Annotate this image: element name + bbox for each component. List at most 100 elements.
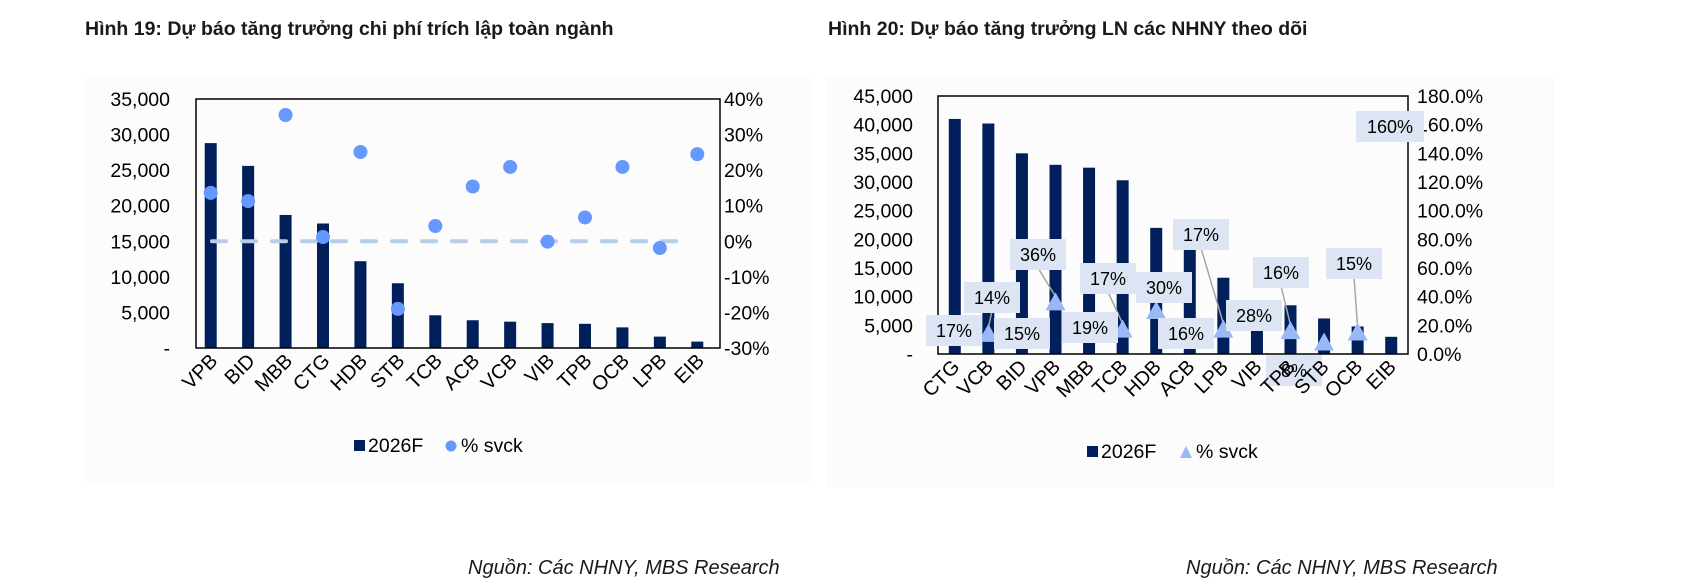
- data-label: 17%: [1183, 225, 1219, 245]
- data-label-box: [1173, 219, 1229, 250]
- category-label: CTG: [289, 350, 334, 395]
- growth-triangle: [1045, 292, 1066, 311]
- bar-2026f: [541, 323, 554, 348]
- data-label: 28%: [1236, 306, 1272, 326]
- growth-dot: [390, 301, 405, 316]
- legend-dot-label: % svck: [461, 435, 523, 457]
- left-axis-tick: 20,000: [853, 229, 913, 251]
- right-axis-tick: 140.0%: [1417, 143, 1483, 165]
- growth-dot: [690, 147, 705, 162]
- legend-dot-swatch: [445, 440, 457, 452]
- category-label: OCB: [1321, 356, 1367, 402]
- data-label: 30%: [1146, 278, 1182, 298]
- category-label: VIB: [521, 350, 559, 388]
- right-axis-tick: 80.0%: [1417, 229, 1472, 251]
- right-axis-tick: 160.0%: [1417, 115, 1483, 137]
- bar-2026f: [982, 123, 995, 355]
- legend-bar-label: 2026F: [368, 435, 423, 457]
- figure-19-title: Hình 19: Dự báo tăng trưởng chi phí tríc…: [85, 18, 614, 40]
- left-axis-tick: 10,000: [110, 267, 170, 289]
- leader-line: [1200, 247, 1225, 324]
- legend-triangle-label: % svck: [1196, 441, 1258, 463]
- category-label: VCB: [953, 356, 998, 401]
- category-label: MBB: [251, 350, 297, 396]
- data-label: 14%: [974, 288, 1010, 308]
- right-axis-tick: 60.0%: [1417, 258, 1472, 280]
- category-label: TCB: [1088, 356, 1132, 400]
- figure-20-source: Nguồn: Các NHNY, MBS Research: [1186, 557, 1498, 579]
- right-axis-tick: -30%: [724, 338, 770, 360]
- leader-line: [1353, 276, 1359, 327]
- growth-triangle: [1280, 321, 1301, 340]
- left-axis-tick: 10,000: [853, 287, 913, 309]
- right-axis-tick: 40%: [724, 89, 763, 111]
- bar-2026f: [653, 336, 666, 348]
- right-axis-tick: 0.0%: [1417, 344, 1461, 366]
- leader-line: [1037, 267, 1057, 297]
- left-axis-tick: 35,000: [853, 143, 913, 165]
- left-axis-tick: 25,000: [853, 201, 913, 223]
- data-label: 16%: [1263, 263, 1299, 283]
- bar-2026f: [691, 341, 704, 348]
- right-axis-tick: 100.0%: [1417, 201, 1483, 223]
- growth-dot: [203, 185, 218, 200]
- data-label-box: [926, 315, 982, 346]
- bar-2026f: [504, 321, 517, 348]
- category-label: HDB: [327, 350, 372, 395]
- left-axis-tick: 15,000: [853, 258, 913, 280]
- left-axis-tick: 5,000: [864, 315, 913, 337]
- category-label: EIB: [1362, 356, 1400, 394]
- bar-2026f: [279, 214, 292, 348]
- category-label: EIB: [670, 350, 708, 388]
- data-label-box: [1158, 318, 1214, 349]
- data-label-box: [1253, 257, 1309, 288]
- legend-bar-swatch: [354, 440, 365, 451]
- data-label-box: [1266, 355, 1322, 386]
- right-axis-tick: 30%: [724, 125, 763, 147]
- left-axis-tick: 20,000: [110, 196, 170, 218]
- growth-triangle: [1347, 322, 1368, 341]
- growth-dot: [278, 108, 293, 123]
- data-label-box: [1136, 272, 1192, 303]
- right-axis-tick: 120.0%: [1417, 172, 1483, 194]
- data-label: 36%: [1020, 245, 1056, 265]
- right-axis-tick: -20%: [724, 302, 770, 324]
- data-label-box: [1326, 248, 1382, 279]
- growth-dot: [615, 159, 630, 174]
- data-label: 8%: [1281, 361, 1307, 381]
- right-axis-tick: 10%: [724, 196, 763, 218]
- data-label: 15%: [1336, 254, 1372, 274]
- right-axis-tick: 40.0%: [1417, 287, 1472, 309]
- category-label: LPB: [629, 350, 671, 392]
- category-label: ACB: [440, 350, 485, 395]
- figure-19-source: Nguồn: Các NHNY, MBS Research: [468, 557, 780, 579]
- data-label-box: [1080, 263, 1136, 294]
- left-axis-tick: 30,000: [853, 172, 913, 194]
- category-label: STB: [366, 350, 409, 393]
- bar-2026f: [1083, 167, 1096, 354]
- legend-triangle-swatch: [1180, 446, 1192, 458]
- data-label: 160%: [1367, 117, 1413, 137]
- bar-2026f: [948, 118, 961, 354]
- bar-2026f: [204, 143, 217, 348]
- data-label: 17%: [936, 321, 972, 341]
- data-label: 16%: [1168, 324, 1204, 344]
- figure-20-title: Hình 20: Dự báo tăng trưởng LN các NHNY …: [828, 18, 1308, 40]
- bar-2026f: [354, 261, 367, 348]
- category-label: OCB: [588, 350, 634, 396]
- data-label: 19%: [1072, 318, 1108, 338]
- legend-bar-label: 2026F: [1101, 441, 1156, 463]
- growth-dot: [465, 179, 480, 194]
- bar-2026f: [242, 165, 255, 348]
- data-label-box: [1010, 239, 1066, 270]
- growth-dot: [503, 159, 518, 174]
- left-axis-tick: 25,000: [110, 160, 170, 182]
- data-label-box: [1356, 111, 1424, 142]
- bar-2026f: [317, 223, 329, 348]
- right-axis-tick: 180.0%: [1417, 86, 1483, 108]
- growth-dot: [540, 234, 555, 249]
- category-label: TPB: [553, 350, 596, 393]
- data-label-box: [964, 282, 1020, 313]
- growth-dot: [428, 218, 443, 233]
